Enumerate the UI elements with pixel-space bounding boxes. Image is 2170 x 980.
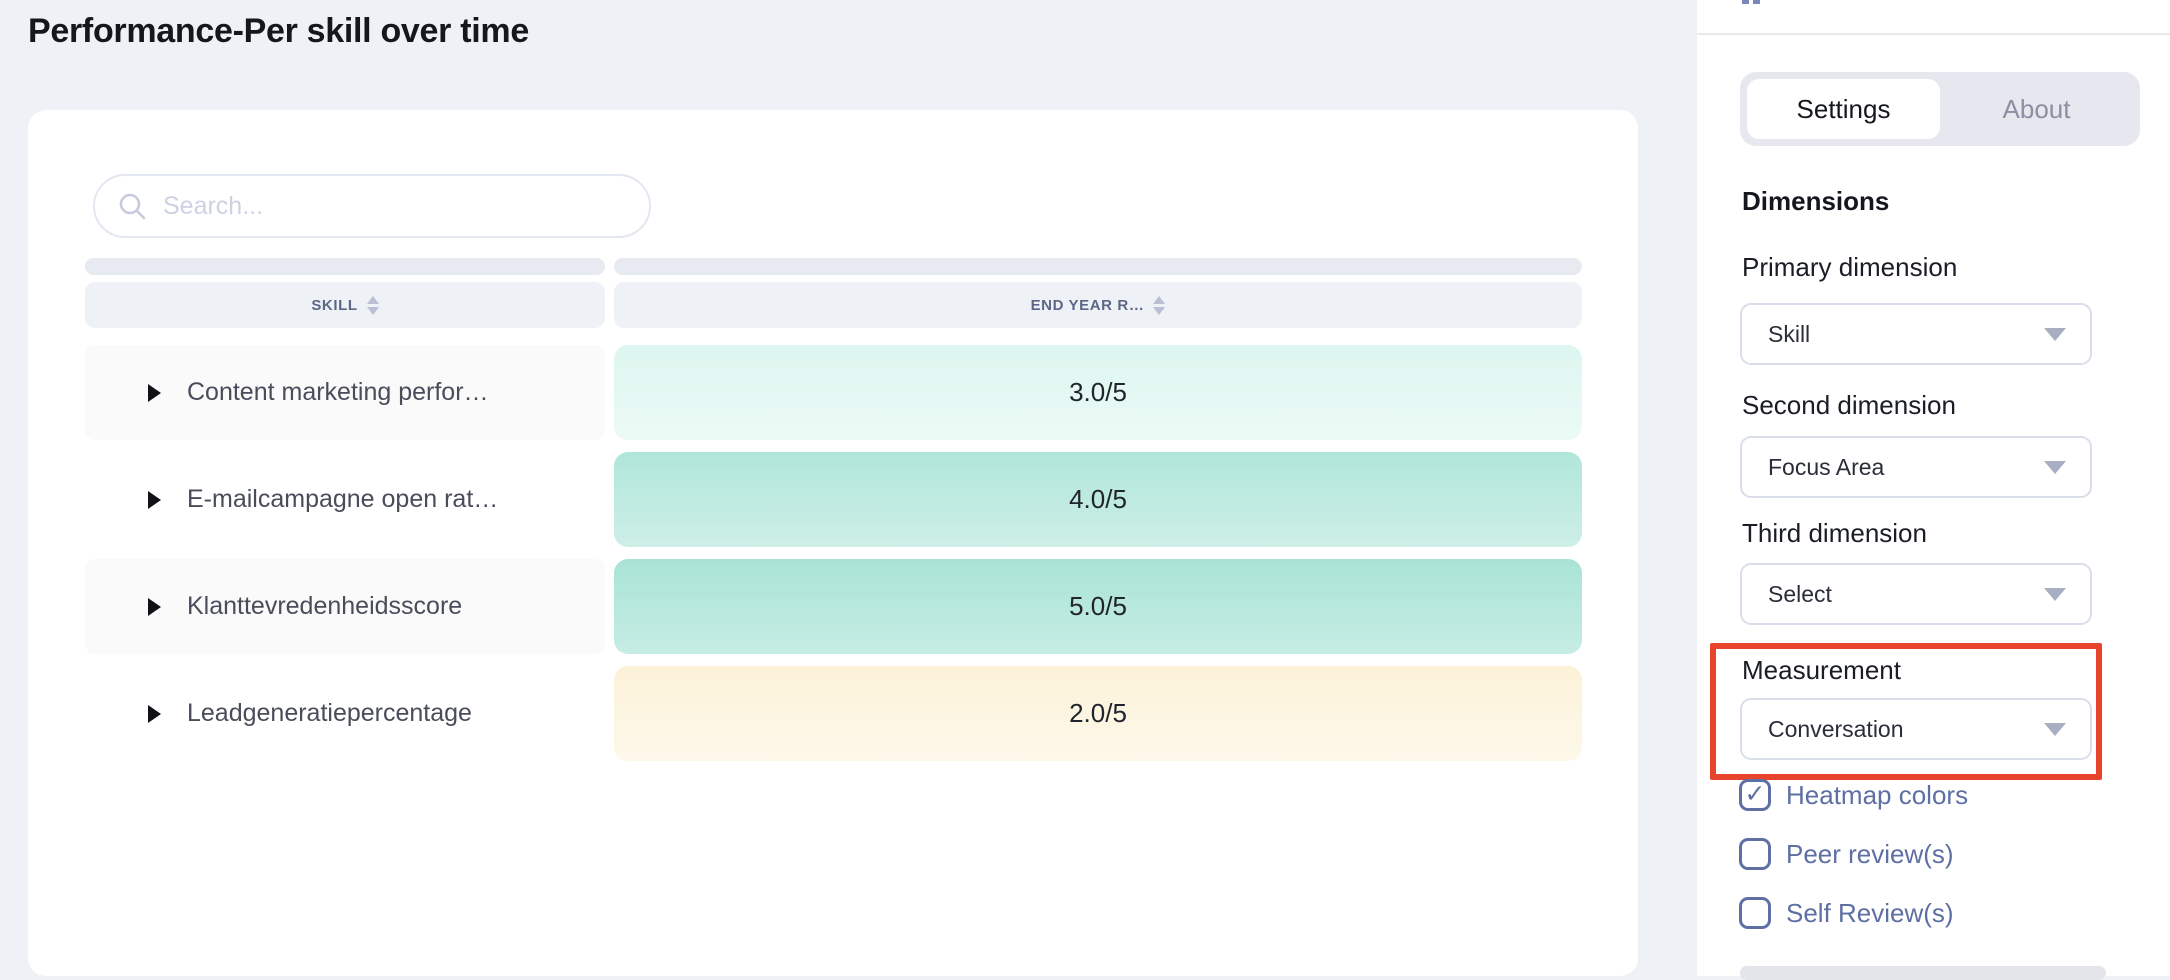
- settings-sidebar: Settings About Dimensions Primary dimens…: [1697, 0, 2170, 980]
- column-header-skill-label: SKILL: [311, 296, 358, 314]
- divider-bar: [1740, 966, 2106, 980]
- third-dimension-select[interactable]: Select: [1740, 563, 2092, 625]
- page-title: Performance-Per skill over time: [28, 12, 529, 50]
- column-track-skill: [85, 258, 605, 275]
- selected-value: Select: [1768, 580, 1832, 607]
- selected-value: Conversation: [1768, 715, 1904, 742]
- selected-value: Skill: [1768, 320, 1811, 347]
- table-row-value-cell[interactable]: 4.0/5: [614, 452, 1582, 547]
- table-row-skill-cell[interactable]: Klanttevredenheidsscore: [85, 559, 605, 654]
- heatmap-colors-option[interactable]: ✓ Heatmap colors: [1739, 779, 1968, 811]
- table-row-value-cell[interactable]: 3.0/5: [614, 345, 1582, 440]
- check-icon: ✓: [1744, 779, 1766, 808]
- table-row-skill-cell[interactable]: Leadgeneratiepercentage: [85, 666, 605, 761]
- heatmap-colors-checkbox[interactable]: ✓: [1739, 779, 1771, 811]
- search-icon: [117, 191, 147, 221]
- table-row-skill-cell[interactable]: Content marketing perfor…: [85, 345, 605, 440]
- table-row-value-cell[interactable]: 2.0/5: [614, 666, 1582, 761]
- expand-arrow-icon[interactable]: [148, 383, 161, 402]
- primary-dimension-select[interactable]: Skill: [1740, 303, 2092, 365]
- chevron-down-icon: [2044, 327, 2066, 341]
- checkbox-label: Peer review(s): [1786, 838, 1954, 869]
- skill-name: Content marketing perfor…: [187, 378, 489, 406]
- clipped-icon: [1753, 0, 1760, 4]
- skill-name: Klanttevredenheidsscore: [187, 592, 463, 620]
- measurement-select[interactable]: Conversation: [1740, 698, 2092, 760]
- divider: [1697, 33, 2170, 35]
- rating-value: 3.0/5: [1069, 377, 1127, 407]
- third-dimension-label: Third dimension: [1742, 518, 1927, 548]
- tab-settings[interactable]: Settings: [1747, 79, 1940, 139]
- sidebar-tab-group: Settings About: [1740, 72, 2140, 146]
- peer-reviews-checkbox[interactable]: ✓: [1739, 838, 1771, 870]
- search-input[interactable]: [163, 191, 593, 221]
- column-header-skill[interactable]: SKILL: [85, 282, 605, 328]
- chevron-down-icon: [2044, 587, 2066, 601]
- search-box[interactable]: [93, 174, 651, 238]
- rating-value: 5.0/5: [1069, 591, 1127, 621]
- selected-value: Focus Area: [1768, 453, 1885, 480]
- report-card: SKILL END YEAR R… Content marketing perf…: [28, 110, 1638, 976]
- primary-dimension-label: Primary dimension: [1742, 252, 1958, 282]
- column-header-endyear[interactable]: END YEAR R…: [614, 282, 1582, 328]
- checkbox-label: Heatmap colors: [1786, 779, 1969, 810]
- sort-icon[interactable]: [366, 295, 379, 315]
- checkbox-label: Self Review(s): [1786, 897, 1954, 928]
- sort-icon[interactable]: [1153, 295, 1166, 315]
- column-header-endyear-label: END YEAR R…: [1030, 296, 1145, 314]
- expand-arrow-icon[interactable]: [148, 704, 161, 723]
- self-reviews-checkbox[interactable]: ✓: [1739, 897, 1771, 929]
- tab-about[interactable]: About: [2002, 93, 2071, 124]
- chevron-down-icon: [2044, 460, 2066, 474]
- dimensions-heading: Dimensions: [1742, 186, 1890, 216]
- second-dimension-label: Second dimension: [1742, 390, 1956, 420]
- measurement-label: Measurement: [1742, 655, 1901, 685]
- skill-name: Leadgeneratiepercentage: [187, 699, 472, 727]
- chevron-down-icon: [2044, 722, 2066, 736]
- self-reviews-option[interactable]: ✓ Self Review(s): [1739, 897, 1954, 929]
- table-row-skill-cell[interactable]: E-mailcampagne open rat…: [85, 452, 605, 547]
- rating-value: 2.0/5: [1069, 698, 1127, 728]
- peer-reviews-option[interactable]: ✓ Peer review(s): [1739, 838, 1954, 870]
- clipped-icon: [1742, 0, 1749, 4]
- second-dimension-select[interactable]: Focus Area: [1740, 436, 2092, 498]
- column-track-endyear: [614, 258, 1582, 275]
- expand-arrow-icon[interactable]: [148, 490, 161, 509]
- skill-name: E-mailcampagne open rat…: [187, 485, 499, 513]
- rating-value: 4.0/5: [1069, 484, 1127, 514]
- table-row-value-cell[interactable]: 5.0/5: [614, 559, 1582, 654]
- expand-arrow-icon[interactable]: [148, 597, 161, 616]
